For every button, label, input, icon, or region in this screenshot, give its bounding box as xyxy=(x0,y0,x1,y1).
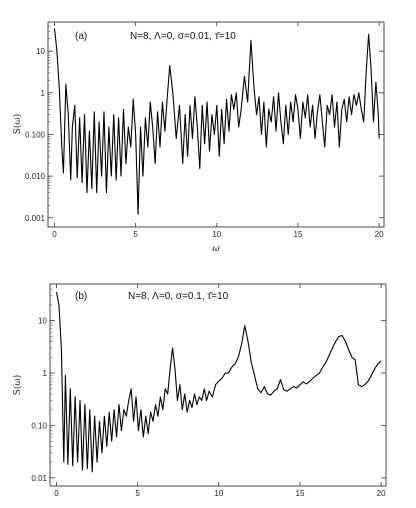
panel-b-frame xyxy=(49,283,387,487)
panel-a-y-tick-label: 10 xyxy=(36,47,45,56)
panel-a: (a) N=8, Λ=0, σ=0.01, τ̄=10 S(ω) ω 0 5 10 1… xyxy=(12,21,385,254)
panel-b-annotation: N=8, Λ=0, σ=0.1, τ̄=10 xyxy=(128,291,229,302)
panel-b-ticks: 0 5 10 15 20 0.01 0.10 1 10 xyxy=(31,283,386,498)
panel-a-x-tick-label: 15 xyxy=(294,230,303,239)
panel-b-x-tick-label: 20 xyxy=(377,489,386,498)
panel-b-x-tick-label: 5 xyxy=(135,489,140,498)
panel-a-x-tick-label: 20 xyxy=(375,230,384,239)
panel-b-x-tick-label: 15 xyxy=(296,489,305,498)
panel-a-annotation: N=8, Λ=0, σ=0.01, τ̄=10 xyxy=(130,31,236,42)
panel-a-y-axis-label: S(ω) xyxy=(12,114,23,135)
panel-a-x-tick-label: 10 xyxy=(212,230,221,239)
panel-a-y-tick-label: 0.001 xyxy=(25,214,46,223)
panel-a-series-line xyxy=(53,28,380,216)
panel-b-y-tick-label: 0.01 xyxy=(31,474,47,483)
panel-a-frame xyxy=(47,21,385,228)
panel-b-label: (b) xyxy=(75,291,87,302)
panel-b-y-tick-label: 10 xyxy=(38,317,47,326)
panel-b: (b) N=8, Λ=0, σ=0.1, τ̄=10 S(ω) 0 5 10 15 20… xyxy=(12,283,387,498)
panel-a-x-axis-label: ω xyxy=(212,244,220,254)
panel-a-x-tick-label: 0 xyxy=(52,230,57,239)
panel-a-y-tick-label: 0.010 xyxy=(25,172,46,181)
panel-a-y-tick-label: 1 xyxy=(41,89,46,98)
panel-b-y-tick-label: 0.10 xyxy=(31,421,47,430)
panel-b-y-axis-label: S(ω) xyxy=(12,375,23,396)
panel-a-ticks: 0 5 10 15 20 0.001 0.010 0.100 1 10 xyxy=(25,21,384,239)
panel-a-label: (a) xyxy=(75,31,87,42)
panel-a-x-tick-label: 5 xyxy=(133,230,138,239)
panel-b-x-tick-label: 10 xyxy=(214,489,223,498)
panel-b-series-line xyxy=(55,292,382,473)
panel-b-x-tick-label: 0 xyxy=(54,489,59,498)
panel-b-y-tick-label: 1 xyxy=(43,369,48,378)
panel-a-y-tick-label: 0.100 xyxy=(25,130,46,139)
